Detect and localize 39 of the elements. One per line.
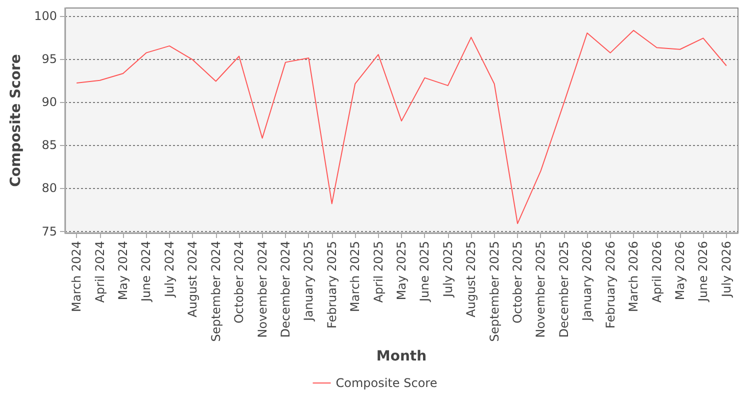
y-tick-label: 90 [42,94,57,109]
x-tick-label: April 2026 [650,241,664,303]
x-axis-title: Month [376,348,427,365]
x-tick-label: August 2025 [464,241,478,318]
x-tick-label: December 2024 [278,241,292,338]
x-tick-label: May 2024 [116,241,130,300]
x-tick-label: November 2024 [255,241,270,338]
x-tick-label: July 2024 [162,241,176,298]
y-tick-label: 75 [42,224,57,238]
x-tick-label: October 2024 [232,241,246,324]
y-tick-label: 100 [34,8,57,23]
line-series [76,30,727,224]
x-tick-label: April 2024 [92,241,107,303]
legend-label: Composite Score [336,376,438,390]
x-tick-label: December 2025 [556,241,571,338]
x-tick-label: September 2024 [208,241,223,342]
x-tick-label: February 2025 [324,241,339,329]
x-tick-label: July 2025 [440,241,455,298]
x-tick-label: May 2025 [394,241,408,300]
x-tick-label: June 2024 [139,241,154,302]
x-tick-label: September 2025 [487,241,502,342]
x-tick-label: March 2026 [626,241,641,312]
y-axis-title: Composite Score [8,54,24,187]
x-tick-label: November 2025 [534,241,548,338]
x-tick-label: February 2026 [603,241,618,329]
y-tick-label: 95 [42,52,57,66]
x-tick-label: March 2025 [348,241,362,312]
x-tick-label: June 2026 [696,241,710,302]
x-tick-label: June 2025 [418,241,432,302]
x-tick-label: January 2026 [580,241,594,322]
x-tick-label: July 2026 [719,241,734,298]
x-tick-label: October 2025 [510,241,525,324]
x-tick-label: May 2026 [672,241,687,300]
x-tick-label: January 2025 [302,241,316,322]
y-tick-label: 80 [42,181,57,196]
x-tick-label: March 2024 [70,241,84,312]
y-tick-label: 85 [42,138,57,152]
x-tick-label: April 2025 [371,241,386,303]
x-tick-label: August 2024 [186,241,200,318]
